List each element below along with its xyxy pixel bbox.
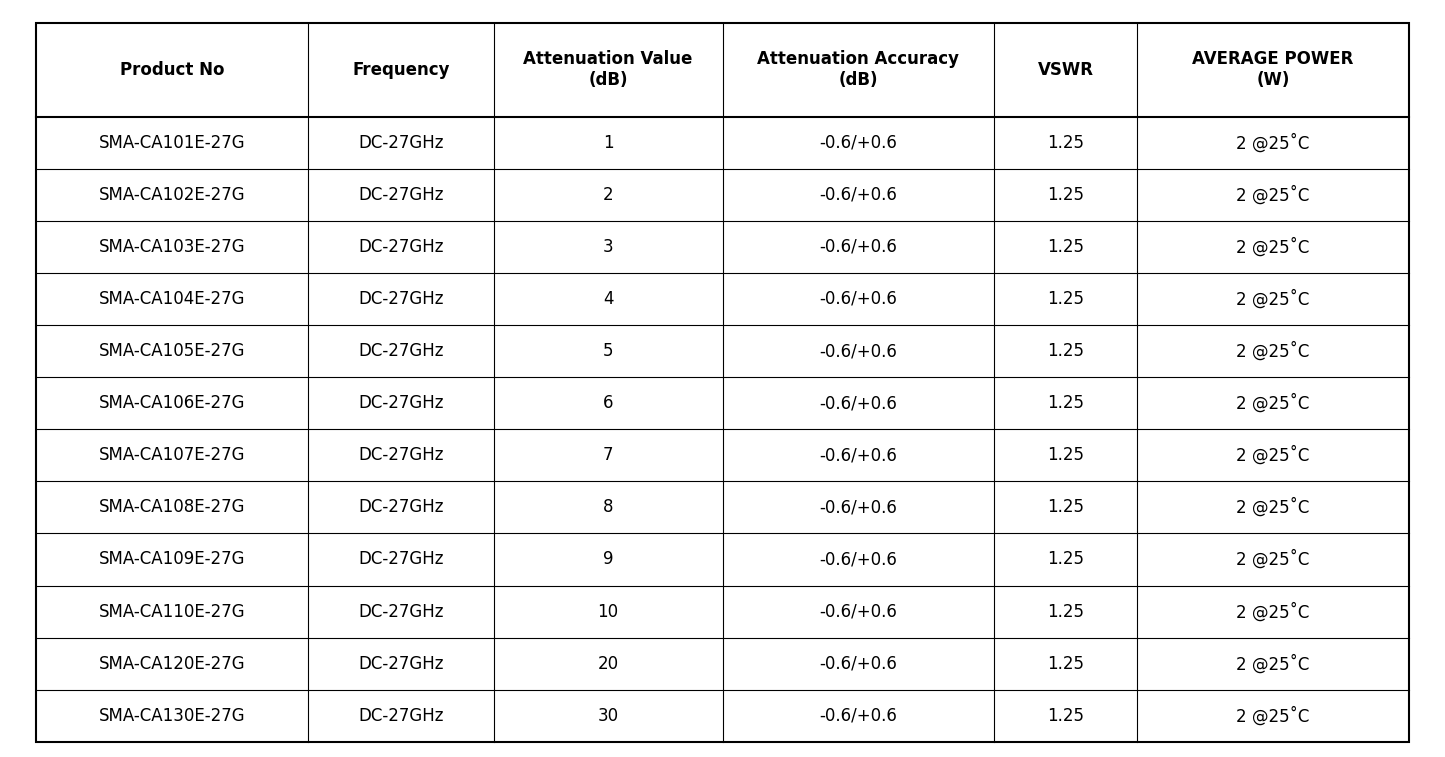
Text: DC-27GHz: DC-27GHz <box>358 498 444 516</box>
Text: 1.25: 1.25 <box>1048 446 1084 464</box>
Text: SMA-CA108E-27G: SMA-CA108E-27G <box>98 498 246 516</box>
Text: 1.25: 1.25 <box>1048 707 1084 724</box>
Text: 2 @25˚C: 2 @25˚C <box>1237 550 1309 569</box>
Text: -0.6/+0.6: -0.6/+0.6 <box>819 185 897 204</box>
Text: 2 @25˚C: 2 @25˚C <box>1237 446 1309 465</box>
Text: -0.6/+0.6: -0.6/+0.6 <box>819 394 897 412</box>
Text: 30: 30 <box>598 707 618 724</box>
Text: SMA-CA104E-27G: SMA-CA104E-27G <box>98 290 246 308</box>
Text: -0.6/+0.6: -0.6/+0.6 <box>819 498 897 516</box>
Text: DC-27GHz: DC-27GHz <box>358 342 444 360</box>
Text: 1.25: 1.25 <box>1048 550 1084 569</box>
Text: 3: 3 <box>603 238 614 256</box>
Text: 2 @25˚C: 2 @25˚C <box>1237 654 1309 674</box>
Text: 9: 9 <box>603 550 613 569</box>
Text: SMA-CA130E-27G: SMA-CA130E-27G <box>98 707 246 724</box>
Text: 2 @25˚C: 2 @25˚C <box>1237 185 1309 204</box>
Text: 1.25: 1.25 <box>1048 498 1084 516</box>
Text: DC-27GHz: DC-27GHz <box>358 133 444 151</box>
Text: SMA-CA107E-27G: SMA-CA107E-27G <box>98 446 246 464</box>
Text: SMA-CA101E-27G: SMA-CA101E-27G <box>98 133 246 151</box>
Text: 7: 7 <box>603 446 613 464</box>
Text: 1.25: 1.25 <box>1048 185 1084 204</box>
Text: Product No: Product No <box>120 61 224 79</box>
Text: AVERAGE POWER
(W): AVERAGE POWER (W) <box>1192 50 1354 89</box>
Text: DC-27GHz: DC-27GHz <box>358 238 444 256</box>
Text: 1.25: 1.25 <box>1048 655 1084 673</box>
Text: 1.25: 1.25 <box>1048 394 1084 412</box>
Text: -0.6/+0.6: -0.6/+0.6 <box>819 342 897 360</box>
Text: DC-27GHz: DC-27GHz <box>358 446 444 464</box>
Text: DC-27GHz: DC-27GHz <box>358 185 444 204</box>
Text: -0.6/+0.6: -0.6/+0.6 <box>819 655 897 673</box>
Text: SMA-CA109E-27G: SMA-CA109E-27G <box>98 550 246 569</box>
Text: DC-27GHz: DC-27GHz <box>358 394 444 412</box>
Text: 2 @25˚C: 2 @25˚C <box>1237 133 1309 152</box>
Text: -0.6/+0.6: -0.6/+0.6 <box>819 550 897 569</box>
Text: 8: 8 <box>603 498 613 516</box>
Text: 1.25: 1.25 <box>1048 342 1084 360</box>
Text: 20: 20 <box>598 655 618 673</box>
Text: -0.6/+0.6: -0.6/+0.6 <box>819 290 897 308</box>
Text: 5: 5 <box>603 342 613 360</box>
Text: -0.6/+0.6: -0.6/+0.6 <box>819 603 897 621</box>
Text: Attenuation Value
(dB): Attenuation Value (dB) <box>523 50 692 89</box>
Text: 6: 6 <box>603 394 613 412</box>
Text: 2 @25˚C: 2 @25˚C <box>1237 289 1309 309</box>
Text: DC-27GHz: DC-27GHz <box>358 603 444 621</box>
Text: SMA-CA120E-27G: SMA-CA120E-27G <box>98 655 246 673</box>
Text: 1.25: 1.25 <box>1048 290 1084 308</box>
Text: 1.25: 1.25 <box>1048 133 1084 151</box>
Text: SMA-CA106E-27G: SMA-CA106E-27G <box>98 394 246 412</box>
Text: -0.6/+0.6: -0.6/+0.6 <box>819 238 897 256</box>
Text: SMA-CA105E-27G: SMA-CA105E-27G <box>98 342 246 360</box>
Text: Attenuation Accuracy
(dB): Attenuation Accuracy (dB) <box>757 50 959 89</box>
Text: 1.25: 1.25 <box>1048 238 1084 256</box>
Text: SMA-CA110E-27G: SMA-CA110E-27G <box>98 603 246 621</box>
Text: 2 @25˚C: 2 @25˚C <box>1237 237 1309 257</box>
Text: SMA-CA103E-27G: SMA-CA103E-27G <box>98 238 246 256</box>
Text: 2 @25˚C: 2 @25˚C <box>1237 394 1309 413</box>
Text: -0.6/+0.6: -0.6/+0.6 <box>819 707 897 724</box>
Text: 2 @25˚C: 2 @25˚C <box>1237 341 1309 360</box>
Text: 2 @25˚C: 2 @25˚C <box>1237 497 1309 517</box>
Text: DC-27GHz: DC-27GHz <box>358 550 444 569</box>
Text: 10: 10 <box>598 603 618 621</box>
Text: DC-27GHz: DC-27GHz <box>358 707 444 724</box>
Text: DC-27GHz: DC-27GHz <box>358 655 444 673</box>
Text: 2 @25˚C: 2 @25˚C <box>1237 602 1309 621</box>
Text: Frequency: Frequency <box>353 61 449 79</box>
Text: DC-27GHz: DC-27GHz <box>358 290 444 308</box>
Text: -0.6/+0.6: -0.6/+0.6 <box>819 133 897 151</box>
Text: 1: 1 <box>603 133 614 151</box>
Text: 2 @25˚C: 2 @25˚C <box>1237 706 1309 725</box>
Text: 2: 2 <box>603 185 614 204</box>
Text: -0.6/+0.6: -0.6/+0.6 <box>819 446 897 464</box>
Text: 4: 4 <box>603 290 613 308</box>
Text: VSWR: VSWR <box>1038 61 1094 79</box>
Text: SMA-CA102E-27G: SMA-CA102E-27G <box>98 185 246 204</box>
Text: 1.25: 1.25 <box>1048 603 1084 621</box>
